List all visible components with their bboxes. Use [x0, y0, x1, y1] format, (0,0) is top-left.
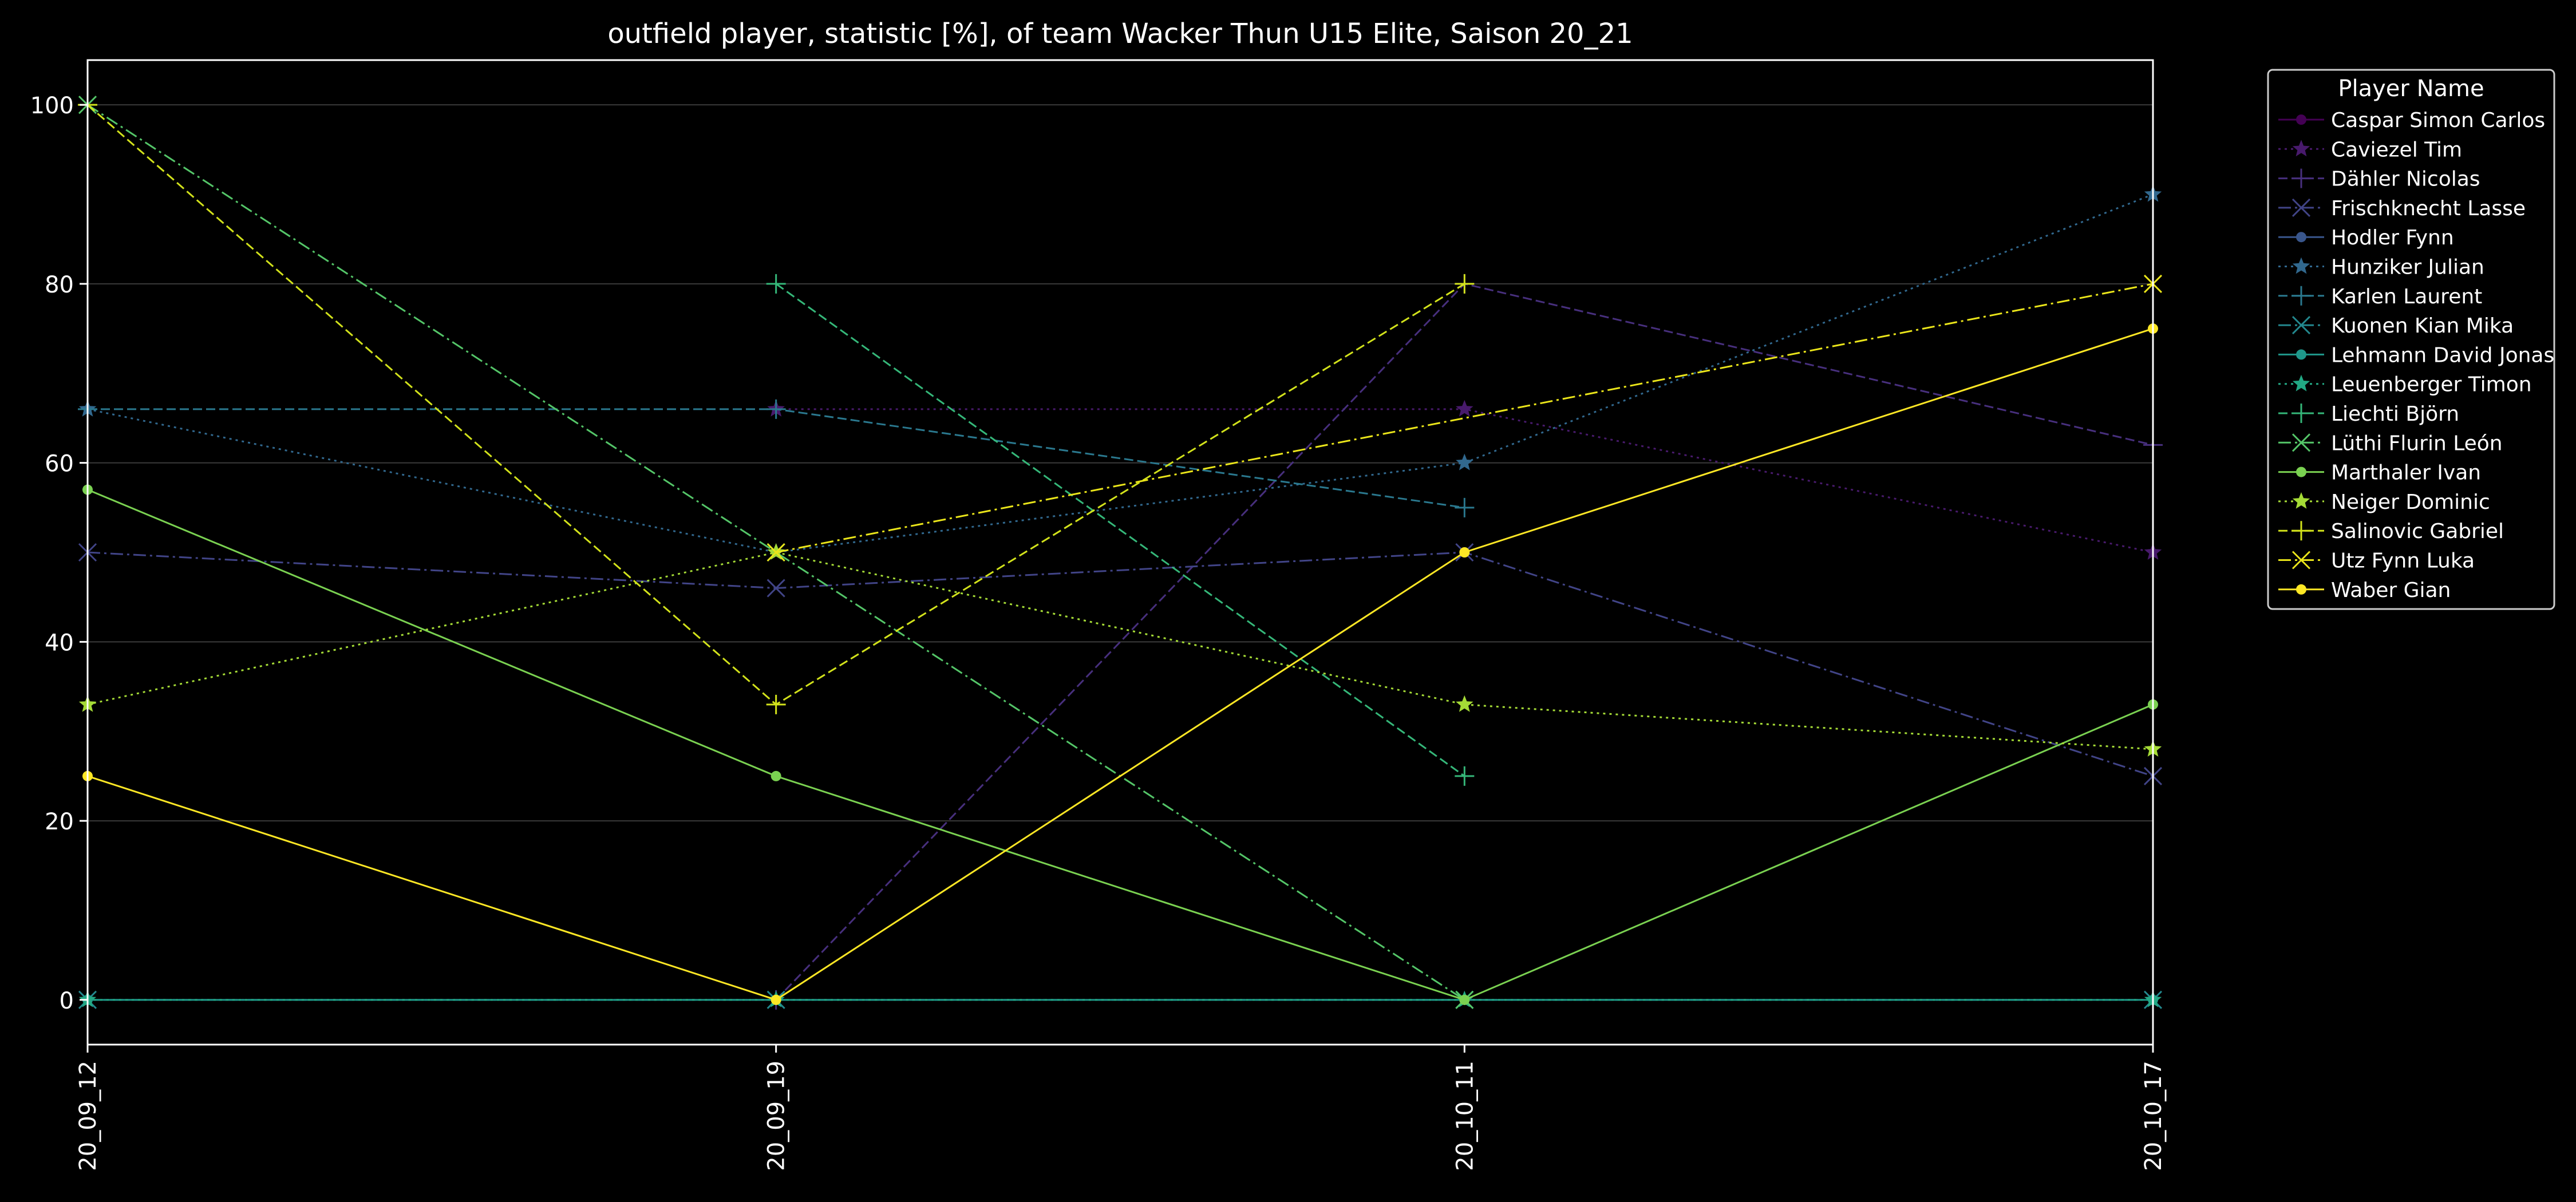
legend-marker [2296, 114, 2306, 125]
legend-marker [2296, 349, 2306, 360]
legend-label: Lehmann David Jonas [2331, 343, 2554, 367]
legend-label: Frischknecht Lasse [2331, 197, 2526, 220]
legend-label: Lüthi Flurin León [2331, 432, 2503, 455]
series-15 [767, 274, 2163, 562]
data-point [767, 579, 785, 598]
data-point [766, 274, 786, 294]
legend-label: Salinovic Gabriel [2331, 520, 2504, 543]
data-point [1459, 547, 1470, 557]
legend-marker [2296, 584, 2306, 595]
series-line [87, 104, 1465, 1001]
legend-marker [2291, 316, 2311, 335]
legend-label: Waber Gian [2331, 579, 2451, 602]
legend-label: Hodler Fynn [2331, 226, 2454, 250]
data-point [766, 694, 786, 714]
series-line [87, 327, 2154, 1001]
legend-marker [2291, 286, 2311, 306]
y-tick-label: 0 [60, 988, 74, 1014]
legend-marker [2292, 492, 2310, 509]
legend-title: Player Name [2338, 76, 2484, 102]
x-tick-label: 20_09_19 [764, 1061, 790, 1171]
data-point [1455, 497, 1475, 517]
data-point [1455, 766, 1475, 786]
plot-frame [86, 59, 2154, 1046]
x-tick-label: 20_10_11 [1452, 1061, 1478, 1171]
data-point [767, 543, 785, 562]
legend-marker [2292, 140, 2310, 157]
axes: 0 20 40 60 80 100 20_09_12 20_09_19 20_10_11 20_1… [30, 93, 2167, 1171]
legend-label: Liechti Björn [2331, 402, 2459, 426]
series-line [775, 283, 1465, 777]
legend-label: Utz Fynn Luka [2331, 549, 2475, 573]
series-10 [766, 274, 1475, 786]
legend-label: Hunziker Julian [2331, 256, 2484, 279]
legend-label: Neiger Dominic [2331, 491, 2490, 514]
series-12 [82, 484, 2158, 1005]
legend-label: Caviezel Tim [2331, 138, 2462, 161]
data-point [771, 994, 781, 1005]
legend: Player Name Caspar Simon Carlos Caviezel … [2267, 69, 2555, 610]
data-point [1456, 453, 1473, 470]
y-tick-label: 60 [45, 451, 74, 477]
legend-frame [2267, 69, 2555, 610]
data-point [1456, 695, 1473, 712]
data-point [766, 399, 786, 419]
legend-label: Kuonen Kian Mika [2331, 314, 2514, 338]
data-point [1459, 994, 1470, 1005]
data-point [1456, 400, 1473, 417]
y-tick-label: 100 [30, 93, 74, 119]
legend-marker [2291, 168, 2311, 188]
x-tick-label: 20_10_17 [2140, 1061, 2167, 1171]
legend-marker [2291, 521, 2311, 541]
series-line [776, 283, 2154, 553]
data-point [771, 770, 781, 781]
y-tick-label: 40 [45, 630, 74, 656]
chart-title: outfield player, statistic [%], of team … [607, 18, 1633, 50]
series-line [87, 551, 2154, 777]
legend-marker [2292, 374, 2310, 392]
legend-marker [2291, 551, 2311, 570]
data-point [1455, 274, 1475, 294]
x-tick-label: 20_09_12 [75, 1061, 101, 1171]
y-tick-label: 20 [45, 809, 74, 835]
legend-label: Dähler Nicolas [2331, 168, 2480, 191]
legend-marker [2296, 466, 2306, 477]
legend-label: Caspar Simon Carlos [2331, 109, 2545, 132]
legend-label: Karlen Laurent [2331, 285, 2482, 309]
legend-marker [2291, 433, 2311, 452]
legend-marker [2292, 257, 2310, 274]
y-tick-label: 80 [45, 272, 74, 298]
legend-marker [2296, 232, 2306, 243]
legend-label: Marthaler Ivan [2331, 461, 2481, 485]
legend-marker [2291, 198, 2311, 217]
legend-label: Leuenberger Timon [2331, 373, 2532, 397]
series-line [87, 489, 2154, 1001]
legend-marker [2291, 404, 2311, 423]
